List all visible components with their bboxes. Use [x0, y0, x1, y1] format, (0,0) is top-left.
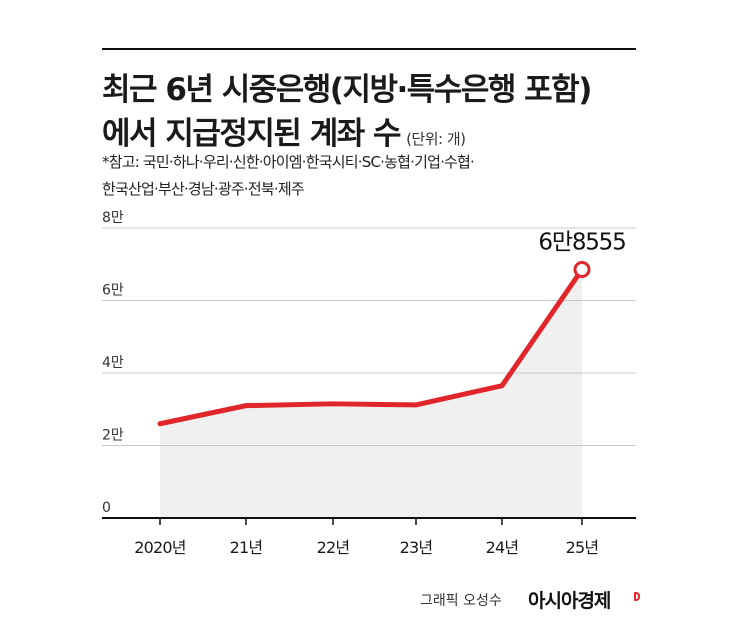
y-tick-label: 4만 — [102, 355, 124, 371]
area-fill — [160, 269, 582, 518]
publisher-logo-mark-icon — [634, 592, 640, 601]
data-point-marker — [573, 260, 591, 278]
note-line-2: 한국산업·부산·경남·광주·전북·제주 — [102, 180, 305, 198]
unit-label: (단위: 개) — [406, 130, 466, 148]
x-tick-label: 24년 — [486, 538, 519, 557]
note-line-1: *참고: 국민·하나·우리·신한·아이엠·한국시티·SC·농협·기업·수협· — [102, 153, 475, 171]
y-tick-label: 2만 — [102, 428, 124, 444]
publisher-logo: 아시아경제 — [528, 590, 611, 612]
x-tick-label: 22년 — [317, 538, 350, 557]
x-tick-label: 21년 — [230, 538, 263, 557]
chart-title-line-1: 최근 6년 시중은행(지방·특수은행 포함) — [102, 64, 592, 109]
credit-author: 그래픽 오성수 — [420, 593, 502, 609]
y-tick-label: 6만 — [102, 283, 124, 299]
chart-title-line-1-text: 최근 6년 시중은행(지방·특수은행 포함) — [102, 72, 592, 108]
x-tick-label: 23년 — [400, 538, 433, 557]
y-tick-label: 8만 — [102, 210, 124, 226]
x-tick-label: 2020년 — [134, 538, 186, 557]
chart-title-line-2-text: 에서 지급정지된 계좌 수 — [102, 116, 402, 152]
chart-title-line-2: 에서 지급정지된 계좌 수 (단위: 개) — [102, 108, 466, 153]
series-line — [157, 266, 585, 427]
data-label: 6만8555 — [538, 229, 625, 255]
y-tick-label: 0 — [102, 500, 111, 516]
x-tick-label: 25년 — [566, 538, 599, 557]
top-rule — [102, 48, 636, 50]
